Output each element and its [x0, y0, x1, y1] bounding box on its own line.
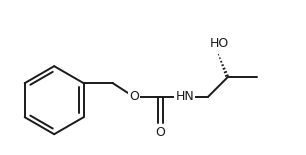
Text: O: O [155, 126, 165, 139]
Text: HN: HN [175, 90, 194, 103]
Text: O: O [129, 90, 139, 103]
Text: HO: HO [210, 37, 229, 50]
